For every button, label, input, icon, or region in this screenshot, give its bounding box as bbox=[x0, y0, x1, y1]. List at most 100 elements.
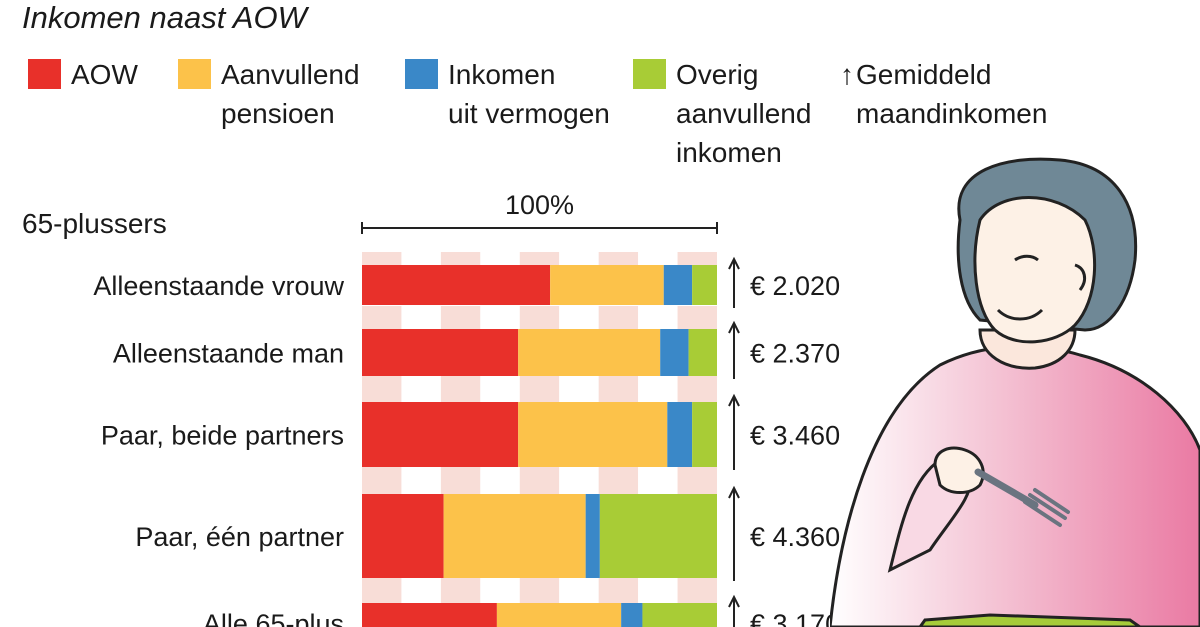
gridline-band bbox=[598, 252, 639, 266]
gridline-band bbox=[440, 467, 481, 494]
group-label: 65-plussers bbox=[22, 208, 167, 239]
legend-label-aow: AOW bbox=[71, 59, 138, 90]
legend-item-overig-aanvullend-inkomen: Overig aanvullend inkomen bbox=[633, 55, 811, 172]
gridline-band bbox=[598, 376, 639, 402]
bar-segment bbox=[518, 402, 668, 467]
gridline-band bbox=[598, 467, 639, 494]
bar-segment bbox=[667, 402, 693, 467]
income-label: € 3.460 bbox=[750, 421, 840, 451]
gridline-band bbox=[480, 467, 520, 494]
elderly-woman-illustration bbox=[830, 157, 1200, 627]
gridline-band bbox=[440, 376, 481, 402]
gridline-band bbox=[677, 467, 717, 494]
gridline-band bbox=[638, 376, 678, 402]
gridline-band bbox=[480, 578, 520, 604]
bar-segment bbox=[362, 402, 519, 467]
gridline-band bbox=[559, 467, 599, 494]
up-arrow-icon: ↑ bbox=[840, 59, 854, 90]
bar-segment bbox=[443, 494, 586, 578]
gridline-band bbox=[362, 578, 402, 604]
gridline-band bbox=[559, 252, 599, 266]
legend-item-aow: AOW bbox=[28, 55, 138, 94]
legend-label-inkomen-uit-vermogen: Inkomen uit vermogen bbox=[448, 59, 610, 129]
gridline-band bbox=[362, 376, 402, 402]
chart-title: Inkomen naast AOW bbox=[22, 0, 307, 35]
bar-segment bbox=[362, 265, 551, 305]
gridline-band bbox=[480, 376, 520, 402]
legend-label-aanvullend-pensioen: Aanvullend pensioen bbox=[221, 59, 360, 129]
bar-segment bbox=[688, 329, 717, 376]
bar-segment bbox=[642, 603, 717, 627]
gridline-band bbox=[440, 252, 481, 266]
bar-segment bbox=[518, 329, 661, 376]
category-label: Alleenstaande man bbox=[113, 339, 344, 369]
gridline-band bbox=[598, 578, 639, 604]
legend-label-gemiddeld-maandinkomen: Gemiddeld maandinkomen bbox=[856, 59, 1048, 129]
bar-segment bbox=[660, 329, 689, 376]
bar-segment bbox=[362, 603, 497, 627]
gridline-band bbox=[638, 306, 678, 330]
gridline-band bbox=[440, 578, 481, 604]
gridline-band bbox=[677, 252, 717, 266]
bar-segment bbox=[621, 603, 643, 627]
gridline-band bbox=[519, 306, 560, 330]
gridline-band bbox=[677, 578, 717, 604]
legend-label-overig-aanvullend-inkomen: Overig aanvullend inkomen bbox=[676, 59, 812, 168]
income-label: € 2.020 bbox=[750, 271, 840, 301]
gridline-band bbox=[519, 467, 560, 494]
income-arrow-head bbox=[728, 256, 740, 270]
gridline-band bbox=[401, 252, 441, 266]
gridline-band bbox=[677, 306, 717, 330]
gridline-band bbox=[519, 252, 560, 266]
legend-item-aanvullend-pensioen: Aanvullend pensioen bbox=[178, 55, 360, 133]
gridline-band bbox=[401, 376, 441, 402]
scale-label: 100% bbox=[505, 190, 574, 220]
income-arrow-head bbox=[728, 320, 740, 334]
gridline-band bbox=[559, 306, 599, 330]
gridline-band bbox=[401, 467, 441, 494]
legend-item-gemiddeld-maandinkomen: ↑ Gemiddeld maandinkomen bbox=[840, 55, 1047, 133]
gridline-band bbox=[519, 578, 560, 604]
category-label: Alleenstaande vrouw bbox=[93, 271, 344, 301]
income-label: € 4.360 bbox=[750, 522, 840, 552]
bar-segment bbox=[663, 265, 693, 305]
legend-swatch-aow bbox=[28, 59, 61, 89]
legend-swatch-inkomen-uit-vermogen bbox=[405, 59, 438, 89]
bar-segment bbox=[692, 265, 717, 305]
gridline-band bbox=[362, 467, 402, 494]
gridline-band bbox=[401, 306, 441, 330]
bar-segment bbox=[550, 265, 664, 305]
legend-swatch-overig-aanvullend-inkomen bbox=[633, 59, 666, 89]
legend-item-inkomen-uit-vermogen: Inkomen uit vermogen bbox=[405, 55, 610, 133]
legend-swatch-aanvullend-pensioen bbox=[178, 59, 211, 89]
bar-segment bbox=[362, 329, 519, 376]
gridline-band bbox=[362, 306, 402, 330]
income-arrow-head bbox=[728, 485, 740, 499]
bar-segment bbox=[599, 494, 717, 578]
gridline-band bbox=[638, 578, 678, 604]
bar-segment bbox=[496, 603, 622, 627]
gridline-band bbox=[677, 376, 717, 402]
gridline-band bbox=[519, 376, 560, 402]
income-arrow-head bbox=[728, 594, 740, 608]
gridline-band bbox=[401, 578, 441, 604]
category-label: Paar, één partner bbox=[135, 522, 344, 552]
gridline-band bbox=[362, 252, 402, 266]
bar-segment bbox=[692, 402, 717, 467]
income-label: € 3.170 bbox=[750, 609, 840, 627]
gridline-band bbox=[638, 252, 678, 266]
category-label: Alle 65-plus bbox=[203, 609, 344, 627]
income-label: € 2.370 bbox=[750, 339, 840, 369]
gridline-band bbox=[638, 467, 678, 494]
bar-segment bbox=[585, 494, 600, 578]
category-label: Paar, beide partners bbox=[101, 421, 344, 451]
gridline-band bbox=[559, 376, 599, 402]
gridline-band bbox=[440, 306, 481, 330]
bar-segment bbox=[362, 494, 444, 578]
gridline-band bbox=[598, 306, 639, 330]
gridline-band bbox=[559, 578, 599, 604]
gridline-band bbox=[480, 306, 520, 330]
income-arrow-head bbox=[728, 393, 740, 407]
gridline-band bbox=[480, 252, 520, 266]
